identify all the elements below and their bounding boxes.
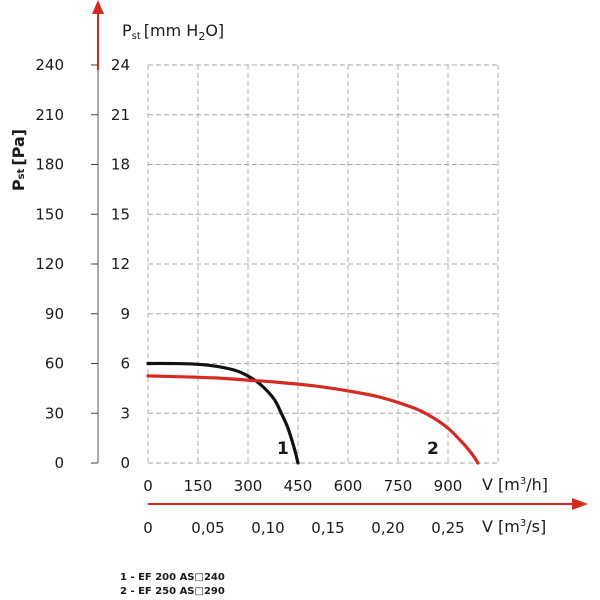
grid (147, 64, 499, 464)
y-tick-label: 30 (45, 404, 64, 422)
x-tick-label: 900 (434, 477, 463, 495)
curve-label-1: 1 (277, 439, 289, 459)
x2-tick-label: 0,10 (251, 519, 284, 537)
x-tick-label: 450 (284, 477, 313, 495)
y-tick-label: 120 (35, 255, 64, 273)
y2-axis-title: Pst [mm H2O] (122, 21, 224, 43)
y-tick-label: 240 (35, 56, 64, 74)
x2-tick-label: 0,25 (431, 519, 464, 537)
y2-tick-label: 18 (111, 156, 130, 174)
y2-tick-label: 24 (111, 56, 130, 74)
y2-tick-label: 0 (120, 454, 130, 472)
y2-tick-label: 12 (111, 255, 130, 273)
x2-tick-label: 0 (143, 519, 153, 537)
x2-axis-label: V [m3/s] (482, 517, 546, 536)
y2-tick-label: 3 (120, 404, 130, 422)
x-tick-label: 600 (334, 477, 363, 495)
y2-tick-label: 9 (120, 305, 130, 323)
y-axis-title: Pst[Pa] (9, 129, 28, 191)
y-tick-label: 0 (54, 454, 64, 472)
axis-arrows (92, 0, 588, 510)
legend-item-1: 1 - EF 200 AS□240 (120, 572, 225, 583)
x-tick-label: 150 (184, 477, 213, 495)
y2-tick-label: 6 (120, 355, 130, 373)
x-tick-label: 750 (384, 477, 413, 495)
y-tick-label: 90 (45, 305, 64, 323)
y2-tick-label: 21 (111, 106, 130, 124)
x-axis-label: V [m3/h] (482, 475, 548, 494)
x-tick-label: 300 (234, 477, 263, 495)
y-tick-label: 150 (35, 205, 64, 223)
legend-item-2: 2 - EF 250 AS□290 (120, 586, 225, 597)
y-tick-label: 180 (35, 156, 64, 174)
x2-tick-label: 0,20 (371, 519, 404, 537)
series-group (146, 361, 480, 465)
series-line-2 (146, 374, 480, 465)
x2-tick-label: 0,05 (191, 519, 224, 537)
x-axis-arrowhead (572, 498, 588, 510)
y-tick-label: 60 (45, 355, 64, 373)
y2-tick-label: 15 (111, 205, 130, 223)
x-tick-label: 0 (143, 477, 153, 495)
curve-label-2: 2 (427, 439, 439, 459)
y-tick-label: 210 (35, 106, 64, 124)
y-axis-arrowhead (92, 0, 104, 14)
x2-tick-label: 0,15 (311, 519, 344, 537)
